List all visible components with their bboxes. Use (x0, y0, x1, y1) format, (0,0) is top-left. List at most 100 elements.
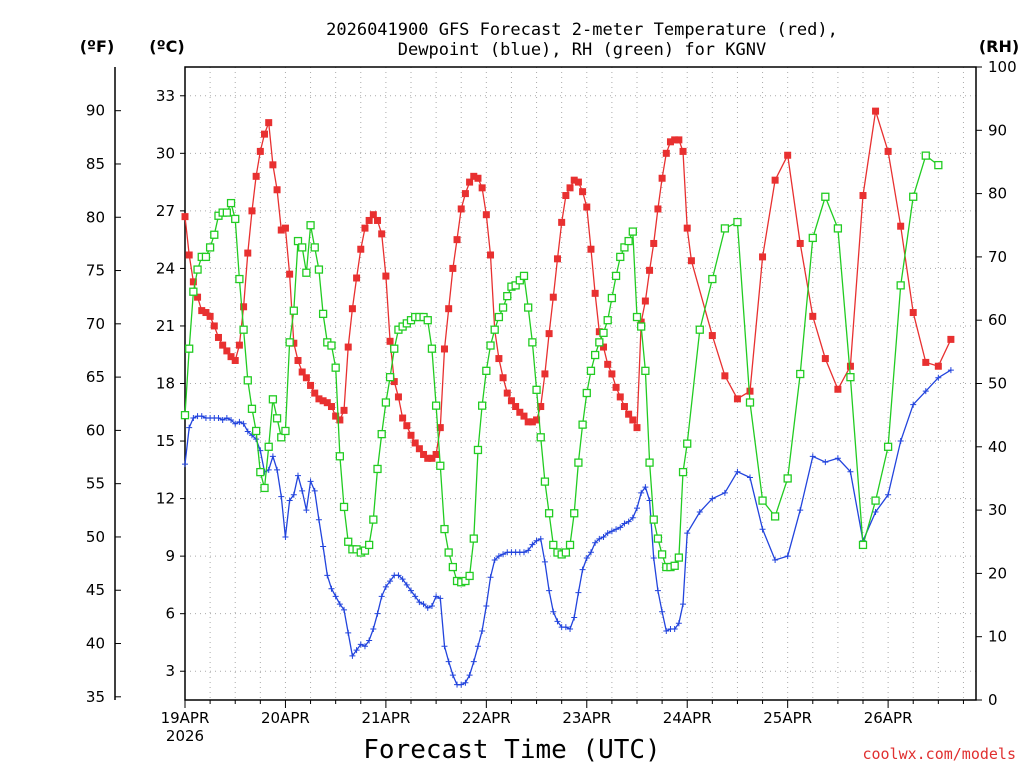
temperature-point (256, 147, 264, 155)
temperature-point (658, 174, 666, 182)
temperature-point (708, 332, 716, 340)
rh-point (620, 243, 629, 252)
rh-point (431, 401, 441, 410)
temperature-point (570, 176, 578, 184)
dewpoint-point (462, 679, 469, 686)
rh-point (670, 561, 679, 570)
dewpoint-point (554, 618, 561, 625)
dewpoint-point (809, 453, 816, 460)
rh-point (796, 369, 805, 379)
temperature-point (344, 343, 352, 351)
rh-point (595, 338, 604, 347)
rh-point (314, 265, 324, 274)
temperature-point (796, 239, 804, 247)
dewpoint-point (219, 416, 226, 423)
temperature-point (545, 330, 553, 338)
rh-point (331, 363, 340, 372)
dewpoint-point (474, 643, 481, 650)
temperature-point (440, 345, 448, 353)
rh-point (515, 276, 524, 285)
rh-point (494, 312, 504, 322)
temperature-point (252, 172, 260, 180)
temperature-point (374, 216, 382, 224)
temperature-point (432, 450, 440, 458)
temperature-point (721, 372, 729, 380)
temperature-point (650, 239, 658, 247)
temperature-point (591, 289, 599, 297)
dewpoint-point (834, 455, 841, 462)
rh-point (833, 224, 843, 233)
rh-point (193, 265, 202, 274)
rh-point (683, 439, 692, 448)
rh-point (934, 160, 943, 170)
dewpoint-point (550, 608, 557, 615)
dewpoint-point (269, 453, 276, 460)
rh-point (498, 303, 508, 312)
temperature-point (269, 161, 277, 169)
rh-point (921, 151, 930, 160)
rh-tick-label: 60 (988, 311, 1007, 329)
dewpoint-point (445, 658, 452, 665)
rh-point (327, 341, 336, 350)
dewpoint-point (696, 509, 703, 516)
temperature-point (520, 412, 528, 420)
fahrenheit-tick-label: 55 (86, 475, 105, 493)
dewpoint-point (403, 581, 410, 588)
rh-point (632, 312, 642, 322)
temperature-point (947, 335, 955, 343)
rh-point (243, 376, 252, 385)
dewpoint-point (374, 610, 381, 617)
temperature-point (579, 188, 587, 196)
celsius-tick-label: 24 (156, 259, 175, 277)
dewpoint-point (646, 497, 653, 504)
dewpoint-point (784, 553, 791, 560)
fahrenheit-tick-label: 40 (86, 635, 105, 653)
dewpoint-point (437, 595, 444, 602)
dewpoint-point (307, 478, 314, 485)
rh-point (226, 198, 236, 208)
rh-point (871, 496, 880, 505)
celsius-tick-label: 15 (156, 432, 175, 450)
celsius-tick-label: 9 (165, 547, 175, 565)
rh-point (549, 540, 558, 550)
temperature-point (369, 211, 377, 219)
rh-point (185, 344, 194, 353)
dewpoint-point (232, 420, 239, 427)
rh-point (465, 571, 474, 581)
dewpoint-point (822, 459, 829, 466)
temperature-point (633, 424, 641, 432)
temperature-point (537, 403, 545, 411)
rh-point (381, 398, 391, 407)
dewpoint-point (500, 551, 507, 558)
fahrenheit-tick-label: 70 (86, 315, 105, 333)
dewpoint-point (583, 555, 590, 562)
temperature-point (332, 412, 340, 420)
temperature-point (327, 403, 335, 411)
temperature-point (311, 389, 319, 397)
temperature-point (884, 147, 892, 155)
dewpoint-point (935, 374, 942, 381)
temperature-point (478, 184, 486, 192)
dewpoint-point (320, 543, 327, 550)
rh-point (821, 192, 830, 201)
temperature-point (507, 397, 515, 405)
temperature-point (566, 184, 574, 192)
temperature-point (319, 397, 327, 405)
temperature-point (516, 408, 524, 416)
temperature-point (461, 190, 469, 198)
temperature-point (558, 218, 566, 226)
temperature-point (248, 207, 256, 215)
rh-point (482, 366, 491, 375)
fahrenheit-tick-label: 45 (86, 581, 105, 599)
rh-point (733, 217, 742, 227)
temperature-point (340, 406, 348, 414)
rh-point (528, 338, 537, 347)
dewpoint-point (198, 413, 205, 420)
year-tick-label: 2026 (166, 727, 204, 745)
rh-point (511, 281, 520, 290)
date-tick-label: 23APR (562, 709, 611, 727)
dewpoint-point (897, 438, 904, 445)
dewpoint-point (345, 629, 352, 636)
